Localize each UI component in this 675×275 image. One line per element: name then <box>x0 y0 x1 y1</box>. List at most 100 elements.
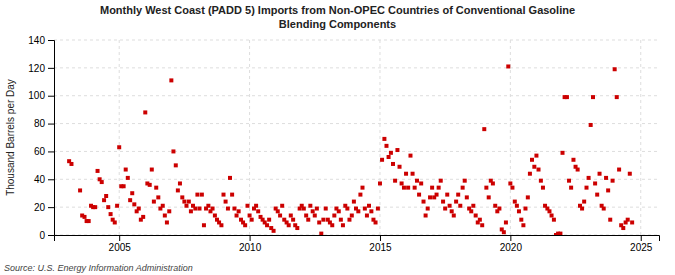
point <box>506 64 510 68</box>
point <box>219 223 223 227</box>
point <box>184 204 188 208</box>
y-tick-mark <box>48 235 54 236</box>
point <box>245 204 249 208</box>
point <box>324 207 328 211</box>
point <box>256 209 260 213</box>
point <box>571 158 575 162</box>
point <box>480 223 484 227</box>
point <box>104 194 108 198</box>
point <box>458 204 462 208</box>
y-tick-mark <box>48 207 54 208</box>
point <box>510 186 514 190</box>
point <box>109 212 113 216</box>
x-tick-label: 2010 <box>239 242 262 253</box>
y-tick-label: 140 <box>28 35 45 46</box>
x-tick-label: 2005 <box>109 242 132 253</box>
x-grid-line <box>510 40 511 235</box>
point <box>232 207 236 211</box>
point <box>161 204 165 208</box>
y-tick-label: 0 <box>39 230 45 241</box>
point <box>443 207 447 211</box>
point <box>487 195 491 199</box>
point <box>608 218 612 222</box>
point <box>272 229 276 233</box>
title-line: Monthly West Coast (PADD 5) Imports from… <box>100 4 575 16</box>
x-tick-mark <box>380 235 381 241</box>
point <box>587 176 591 180</box>
point <box>167 209 171 213</box>
point <box>106 205 110 209</box>
point <box>398 165 402 169</box>
x-tick-mark <box>641 235 642 241</box>
point <box>265 223 269 227</box>
point <box>471 204 475 208</box>
y-tick: 80 <box>34 118 54 129</box>
point <box>502 230 506 234</box>
y-grid-line <box>54 40 659 41</box>
point <box>484 186 488 190</box>
chart-svg: 20052010201520202025020406080100120140Mo… <box>0 0 675 275</box>
point <box>102 198 106 202</box>
point <box>448 204 452 208</box>
point <box>413 186 417 190</box>
point <box>317 220 321 224</box>
point <box>589 123 593 127</box>
point <box>456 193 460 197</box>
point <box>400 181 404 185</box>
y-tick-label: 100 <box>28 90 45 101</box>
point <box>550 214 554 218</box>
y-axis-line <box>48 41 55 236</box>
point <box>350 214 354 218</box>
point <box>585 186 589 190</box>
point <box>530 158 534 162</box>
point <box>276 209 280 213</box>
point <box>537 168 541 172</box>
x-tick: 2010 <box>239 235 262 253</box>
y-tick: 20 <box>34 202 54 213</box>
point <box>528 172 532 176</box>
point <box>474 214 478 218</box>
x-tick: 2005 <box>109 235 132 253</box>
point <box>211 207 215 211</box>
point <box>526 195 530 199</box>
point <box>356 209 360 213</box>
point <box>389 151 393 155</box>
point <box>374 220 378 224</box>
point <box>445 193 449 197</box>
point <box>154 186 158 190</box>
point <box>598 172 602 176</box>
point <box>380 158 384 162</box>
x-tick-label: 2025 <box>630 242 653 253</box>
x-grid-line <box>379 40 380 235</box>
point <box>539 179 543 183</box>
point <box>534 154 538 158</box>
point <box>435 193 439 197</box>
point <box>122 184 126 188</box>
point <box>165 220 169 224</box>
point <box>226 207 230 211</box>
point <box>482 127 486 131</box>
point <box>267 218 271 222</box>
point <box>128 198 132 202</box>
point <box>595 193 599 197</box>
point <box>417 193 421 197</box>
point <box>315 207 319 211</box>
point <box>87 219 91 223</box>
y-tick-label: 80 <box>34 118 46 129</box>
x-tick-label: 2020 <box>500 242 523 253</box>
point <box>150 168 154 172</box>
point <box>387 155 391 159</box>
point <box>519 218 523 222</box>
point <box>113 220 117 224</box>
point <box>280 204 284 208</box>
point <box>384 144 388 148</box>
point <box>404 172 408 176</box>
point <box>337 209 341 213</box>
point <box>311 209 315 213</box>
point <box>83 215 87 219</box>
point <box>156 195 160 199</box>
point <box>248 214 252 218</box>
point <box>339 218 343 222</box>
point <box>569 186 573 190</box>
source-note: Source: U.S. Energy Information Administ… <box>4 263 193 273</box>
